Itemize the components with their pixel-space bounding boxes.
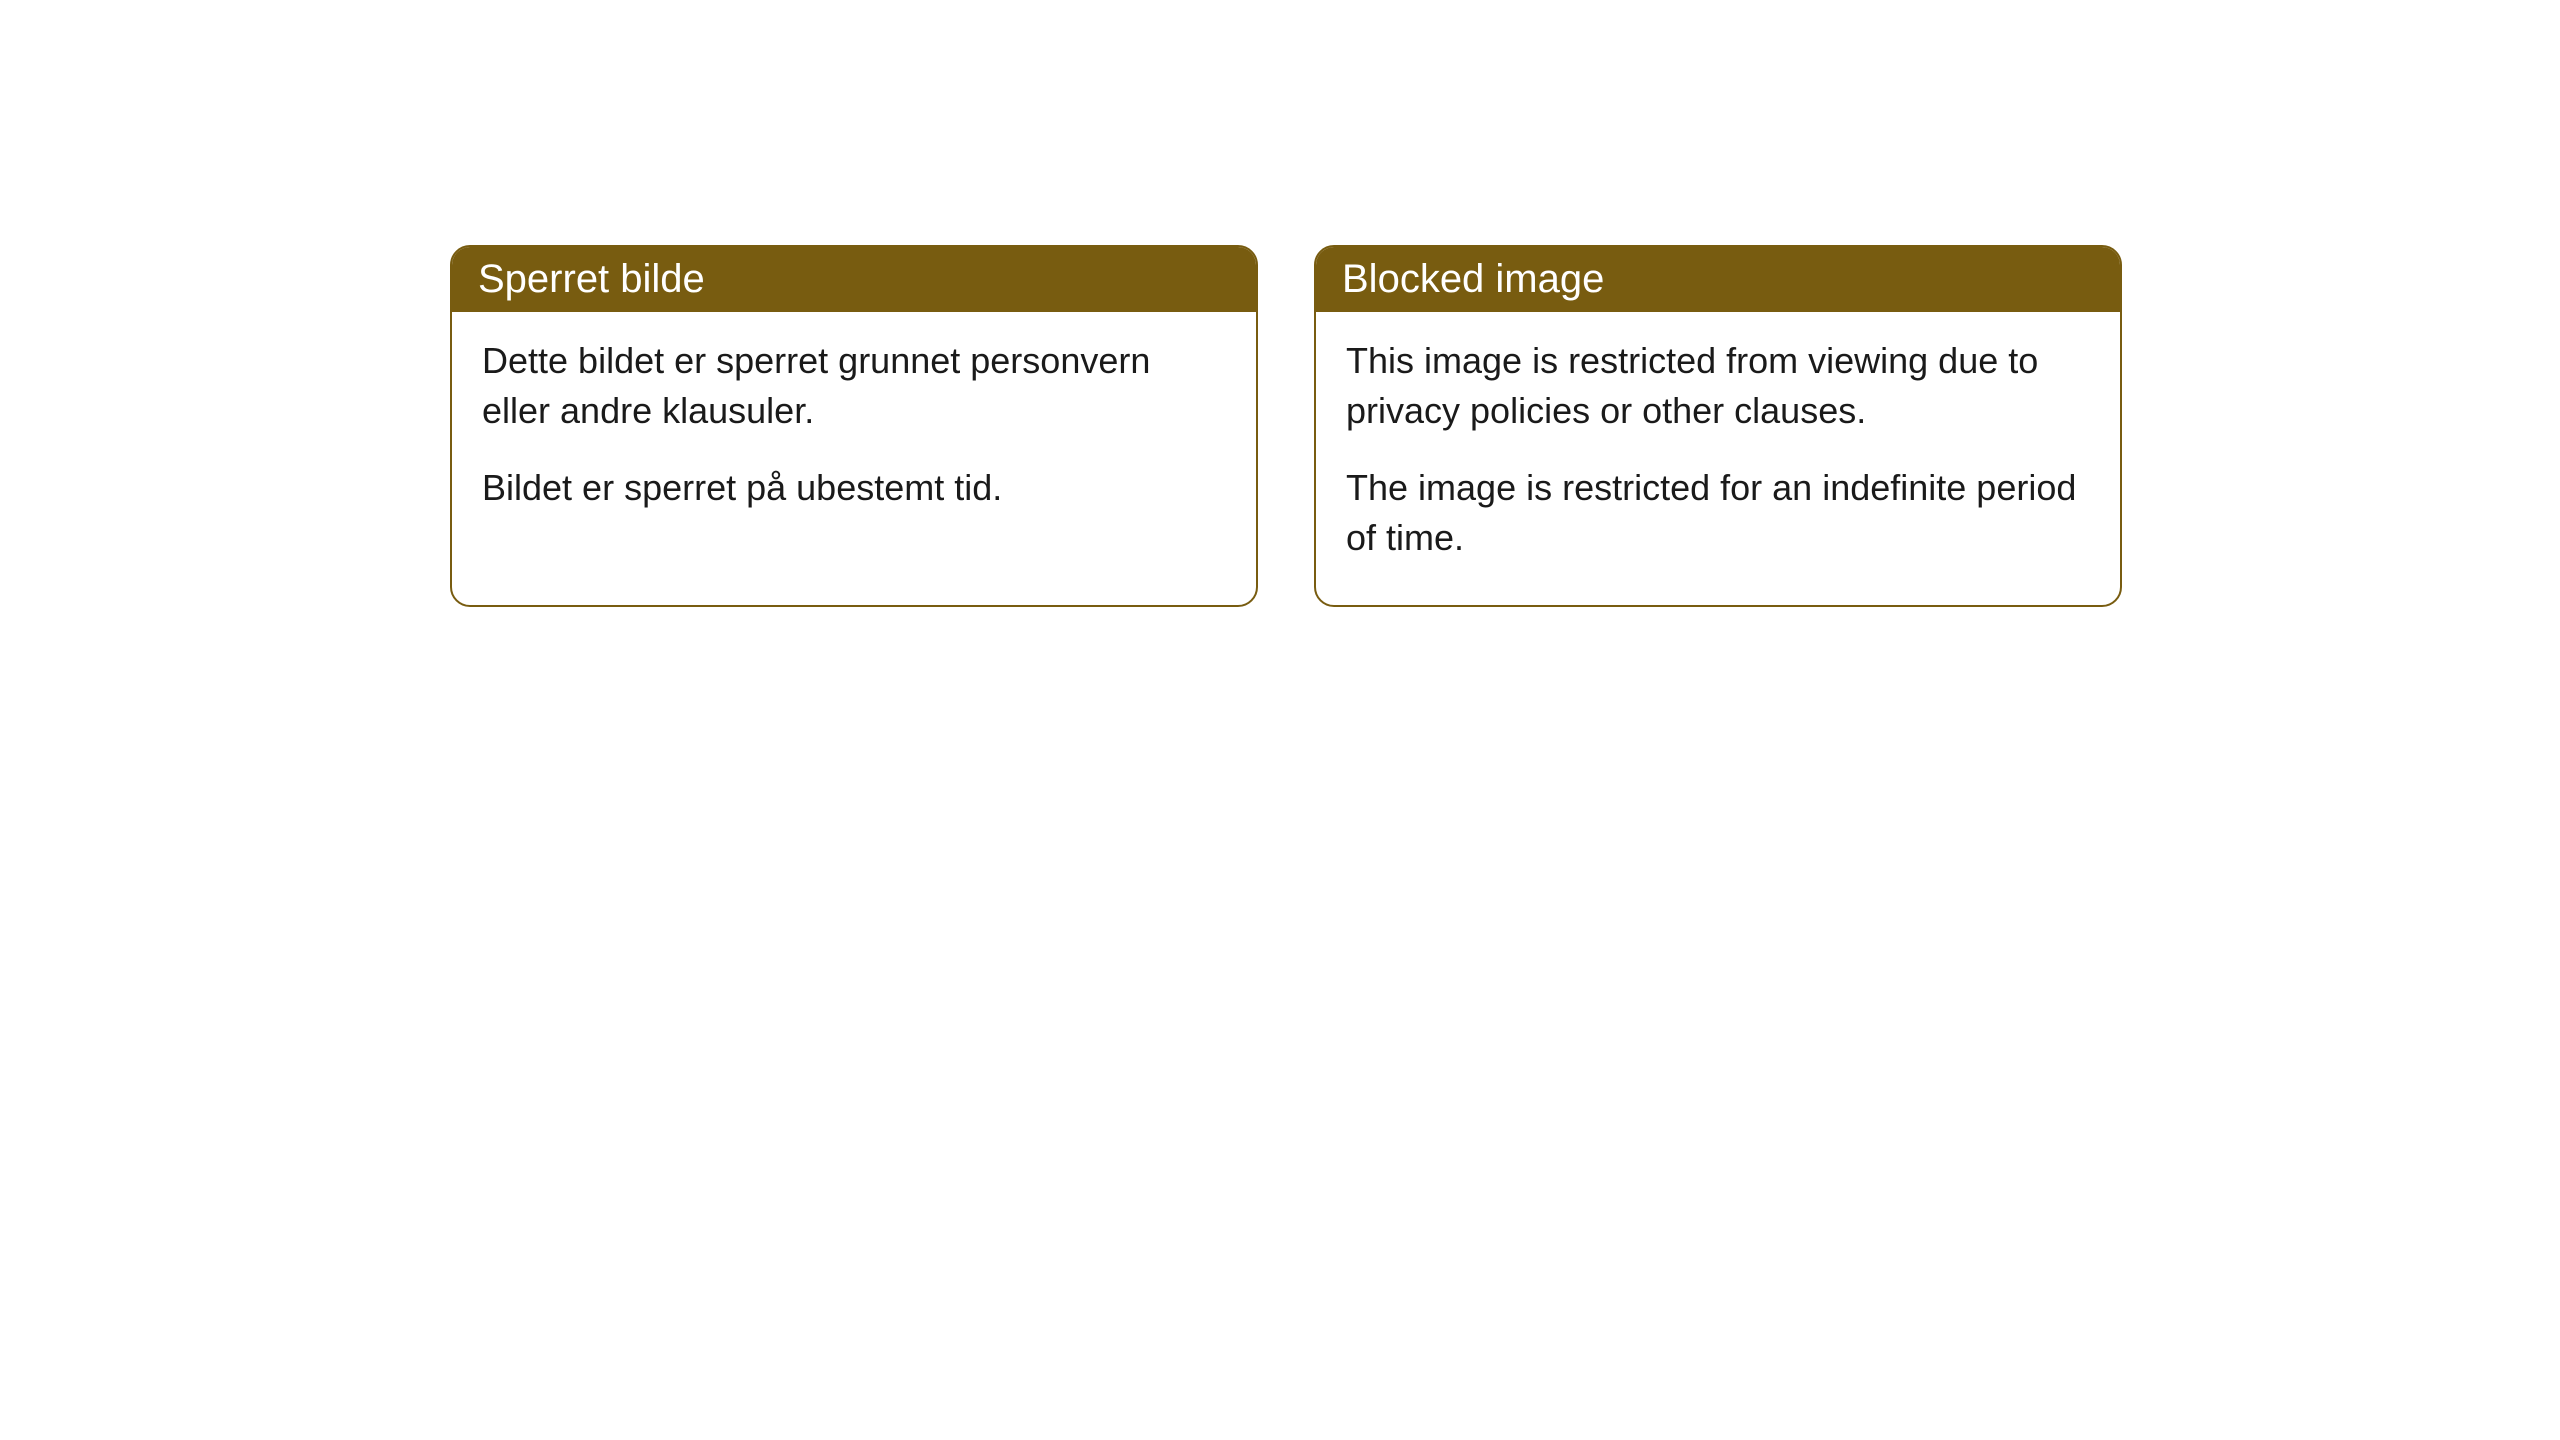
notice-cards-container: Sperret bilde Dette bildet er sperret gr… xyxy=(450,245,2122,607)
card-paragraph: This image is restricted from viewing du… xyxy=(1346,336,2090,435)
card-header: Blocked image xyxy=(1316,247,2120,312)
card-body: Dette bildet er sperret grunnet personve… xyxy=(452,312,1256,555)
card-paragraph: The image is restricted for an indefinit… xyxy=(1346,463,2090,562)
card-paragraph: Dette bildet er sperret grunnet personve… xyxy=(482,336,1226,435)
card-body: This image is restricted from viewing du… xyxy=(1316,312,2120,605)
card-paragraph: Bildet er sperret på ubestemt tid. xyxy=(482,463,1226,513)
card-title: Sperret bilde xyxy=(478,257,705,301)
notice-card-english: Blocked image This image is restricted f… xyxy=(1314,245,2122,607)
notice-card-norwegian: Sperret bilde Dette bildet er sperret gr… xyxy=(450,245,1258,607)
card-header: Sperret bilde xyxy=(452,247,1256,312)
card-title: Blocked image xyxy=(1342,257,1604,301)
